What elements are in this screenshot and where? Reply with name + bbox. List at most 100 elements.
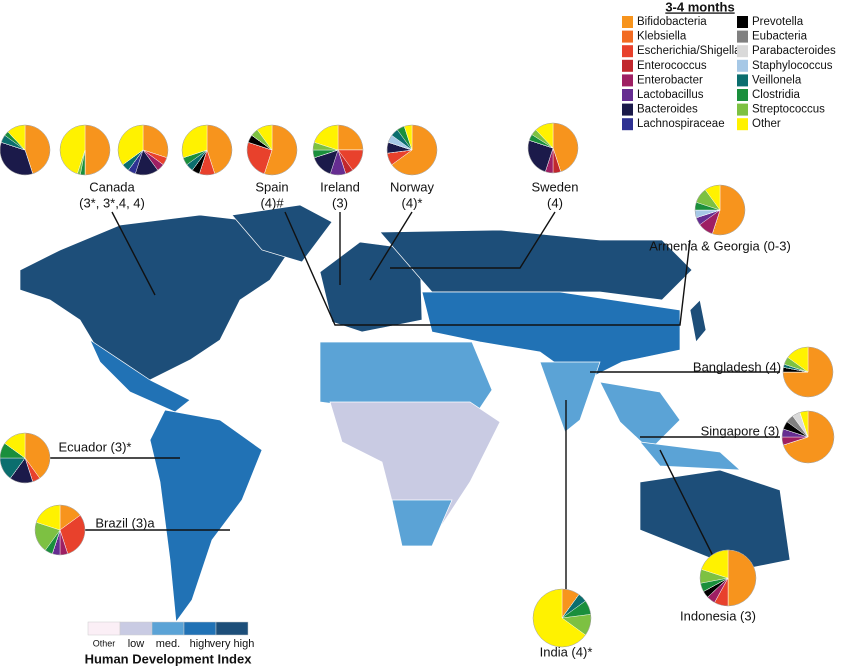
hdi-swatch bbox=[151, 621, 185, 636]
site-note: (4) bbox=[547, 195, 563, 210]
taxa-legend: 3-4 months Bifidobacteria Klebsiella Esche… bbox=[622, 0, 836, 130]
pie-chart bbox=[527, 122, 579, 174]
pie-outline bbox=[312, 124, 364, 176]
legend-swatch bbox=[622, 45, 633, 58]
legend-swatch bbox=[737, 118, 748, 131]
southern-africa bbox=[391, 499, 453, 547]
legend-label: Veillonela bbox=[752, 74, 802, 86]
pie-outline bbox=[699, 549, 757, 607]
europe bbox=[319, 241, 423, 333]
legend-label: Escherichia/Shigella bbox=[637, 45, 741, 57]
pie-outline bbox=[246, 124, 298, 176]
hdi-label: med. bbox=[156, 638, 180, 650]
legend-label: Lactobacillus bbox=[637, 89, 704, 101]
legend-swatch bbox=[622, 59, 633, 72]
indonesia-region bbox=[639, 441, 741, 471]
legend-label: Bacteroides bbox=[637, 104, 698, 116]
legend-swatch bbox=[622, 103, 633, 116]
pie-chart bbox=[181, 124, 233, 176]
russia bbox=[379, 229, 693, 301]
north-america bbox=[19, 214, 291, 381]
site-labels: Canada(3*, 3*,4, 4) Spain(4)# Ireland(3) No… bbox=[59, 179, 791, 659]
legend-label: Enterobacter bbox=[637, 74, 703, 86]
site-label: Bangladesh (4) bbox=[693, 359, 781, 374]
south-america bbox=[149, 409, 263, 623]
legend-label: Streptococcus bbox=[752, 104, 825, 116]
pie-chart bbox=[312, 124, 364, 176]
legend-swatch bbox=[737, 30, 748, 43]
site-note: (4)* bbox=[402, 195, 423, 210]
southeast-asia bbox=[599, 381, 681, 451]
pie-outline bbox=[117, 124, 169, 176]
japan bbox=[689, 299, 707, 343]
site-label: Indonesia (3) bbox=[680, 608, 756, 623]
pie-slice bbox=[84, 124, 111, 176]
legend-label: Staphylococcus bbox=[752, 60, 833, 72]
pie-outline bbox=[781, 410, 835, 464]
hdi-swatch bbox=[87, 621, 121, 636]
pie-chart bbox=[246, 124, 298, 176]
legend-label: Lachnospiraceae bbox=[637, 118, 725, 130]
legend-label: Parabacteroides bbox=[752, 45, 836, 57]
pie-outline bbox=[527, 122, 579, 174]
leader-lines bbox=[0, 211, 780, 592]
hdi-label: low bbox=[128, 638, 145, 650]
leader-line bbox=[111, 211, 156, 296]
site-label: India (4)* bbox=[540, 644, 593, 659]
leader-line bbox=[284, 211, 691, 326]
legend-label: Other bbox=[752, 118, 781, 130]
pie-outline bbox=[694, 184, 746, 236]
hdi-label: high bbox=[190, 638, 211, 650]
legend-swatch bbox=[622, 118, 633, 131]
legend-swatch bbox=[737, 45, 748, 58]
hdi-title: Human Development Index bbox=[85, 651, 253, 666]
legend-swatch bbox=[737, 59, 748, 72]
pie-chart bbox=[781, 410, 835, 464]
hdi-label: Other bbox=[93, 638, 116, 648]
site-label: Norway bbox=[390, 179, 435, 194]
legend-swatch bbox=[622, 30, 633, 43]
legend-swatch bbox=[622, 74, 633, 87]
hdi-swatch bbox=[183, 621, 217, 636]
pie-chart bbox=[532, 588, 592, 648]
site-label: Brazil (3)a bbox=[95, 515, 155, 530]
legend-title: 3-4 months bbox=[665, 0, 734, 14]
india-region bbox=[539, 361, 601, 433]
legend-label: Bifidobacteria bbox=[637, 16, 707, 28]
hdi-label: very high bbox=[210, 638, 255, 650]
pie-slice bbox=[337, 124, 364, 151]
pie-chart bbox=[0, 432, 51, 484]
pie-chart bbox=[386, 124, 438, 176]
hdi-legend: Human Development Index Other low med. high… bbox=[85, 621, 255, 666]
pie-outline bbox=[532, 588, 592, 648]
greenland bbox=[231, 204, 333, 263]
pie-outline bbox=[0, 432, 51, 484]
pie-outline bbox=[59, 124, 111, 176]
pie-chart bbox=[782, 346, 834, 398]
pie-chart bbox=[699, 549, 757, 607]
legend-label: Clostridia bbox=[752, 89, 801, 101]
leader-line bbox=[369, 211, 413, 281]
pie-chart bbox=[694, 184, 746, 236]
legend-swatch bbox=[622, 89, 633, 101]
pie-chart bbox=[34, 504, 86, 556]
site-label: Spain bbox=[255, 179, 288, 194]
world-map bbox=[19, 204, 791, 623]
legend-label: Prevotella bbox=[752, 16, 804, 28]
leader-line bbox=[390, 211, 556, 269]
site-label: Sweden bbox=[532, 179, 579, 194]
pie-outline bbox=[181, 124, 233, 176]
pie-outline bbox=[782, 346, 834, 398]
site-label: Armenia & Georgia (0-3) bbox=[649, 238, 791, 253]
legend-swatch bbox=[737, 16, 748, 28]
site-note: (3*, 3*,4, 4) bbox=[79, 195, 145, 210]
legend-swatch bbox=[622, 16, 633, 28]
leader-line bbox=[659, 449, 716, 561]
hdi-swatch bbox=[119, 621, 153, 636]
site-label: Ireland bbox=[320, 179, 360, 194]
legend-label: Eubacteria bbox=[752, 31, 808, 43]
legend-swatch bbox=[737, 74, 748, 87]
site-note: (4)# bbox=[260, 195, 284, 210]
